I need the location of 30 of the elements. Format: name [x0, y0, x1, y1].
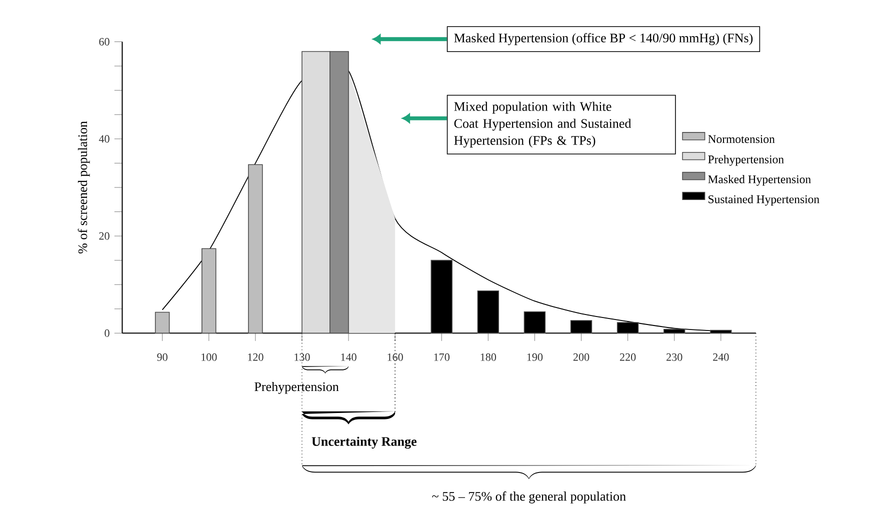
x-tick-label: 180	[480, 353, 496, 361]
x-tick-label: 230	[666, 353, 682, 361]
x-tick-label: 200	[573, 353, 590, 361]
legend-label: Prehypertension	[708, 155, 784, 166]
bar	[202, 248, 216, 334]
x-tick-label: 160	[388, 353, 403, 361]
x-tick-label: 220	[620, 353, 636, 361]
y-tick-label: 40	[98, 135, 110, 143]
legend-label: Sustained Hypertension	[708, 194, 820, 206]
x-tick-label: 100	[202, 353, 217, 361]
y-axis-title: % of screened population	[78, 121, 90, 254]
legend-label: Masked Hypertension	[708, 175, 811, 186]
text: ~ 55 – 75% of the general population	[432, 491, 626, 504]
y-tick-label: 0	[104, 329, 110, 337]
text: Uncertainty Range	[312, 436, 417, 449]
bar	[248, 164, 263, 334]
bar	[154, 312, 170, 334]
x-tick-label: 90	[157, 353, 168, 361]
annotation: Mixed population with White Coat Hypertension and Sustained Hypertension (FPs & TPs)	[454, 102, 632, 148]
x-tick-label: 190	[527, 353, 543, 361]
x-tick-label: 130	[294, 353, 310, 361]
legend-label: Normotension	[708, 135, 775, 144]
x-tick-label: 140	[341, 353, 356, 361]
y-tick-label: 60	[99, 38, 110, 46]
x-tick-label: 170	[434, 353, 450, 361]
x-tick-label: 120	[248, 353, 264, 361]
text: Prehypertension	[254, 382, 339, 394]
y-tick-label: 20	[99, 232, 110, 240]
annotation: Masked Hypertension (office BP < 140/90 mmHg) (FNs)	[454, 33, 753, 46]
x-tick-label: 240	[713, 353, 729, 361]
